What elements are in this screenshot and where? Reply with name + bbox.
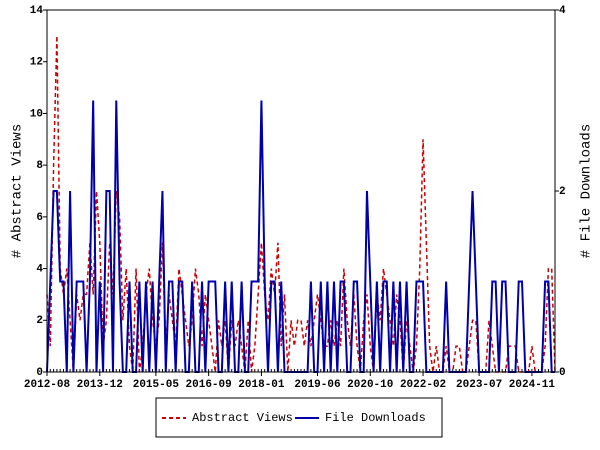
y-tick-label: 14	[30, 5, 44, 17]
x-tick-label: 2024-11	[509, 379, 556, 391]
y-axis-title: # Abstract Views	[10, 124, 26, 258]
y2-tick-label: 2	[559, 186, 566, 198]
x-tick-label: 2018-01	[238, 379, 285, 391]
y2-axis-title: # File Downloads	[579, 124, 595, 258]
legend-label: Abstract Views	[192, 411, 293, 425]
x-tick-label: 2012-08	[24, 379, 71, 391]
x-tick-label: 2020-10	[347, 379, 393, 391]
x-tick-label: 2016-09	[186, 379, 232, 391]
x-tick-label: 2019-06	[294, 379, 340, 391]
y-tick-label: 10	[30, 108, 43, 120]
y2-tick-label: 4	[559, 5, 566, 17]
y-tick-label: 4	[36, 263, 43, 275]
y-tick-label: 12	[30, 57, 43, 69]
y-tick-label: 6	[36, 212, 43, 224]
plot-frame	[46, 9, 556, 373]
legend-label: File Downloads	[325, 411, 426, 425]
x-tick-label: 2015-05	[133, 379, 180, 391]
y2-tick-label: 0	[559, 367, 566, 379]
x-tick-label: 2013-12	[77, 379, 123, 391]
y-tick-label: 0	[36, 367, 43, 379]
x-tick-label: 2023-07	[456, 379, 502, 391]
y-tick-label: 8	[36, 160, 43, 172]
y-tick-label: 2	[36, 315, 43, 327]
x-tick-label: 2022-02	[400, 379, 446, 391]
